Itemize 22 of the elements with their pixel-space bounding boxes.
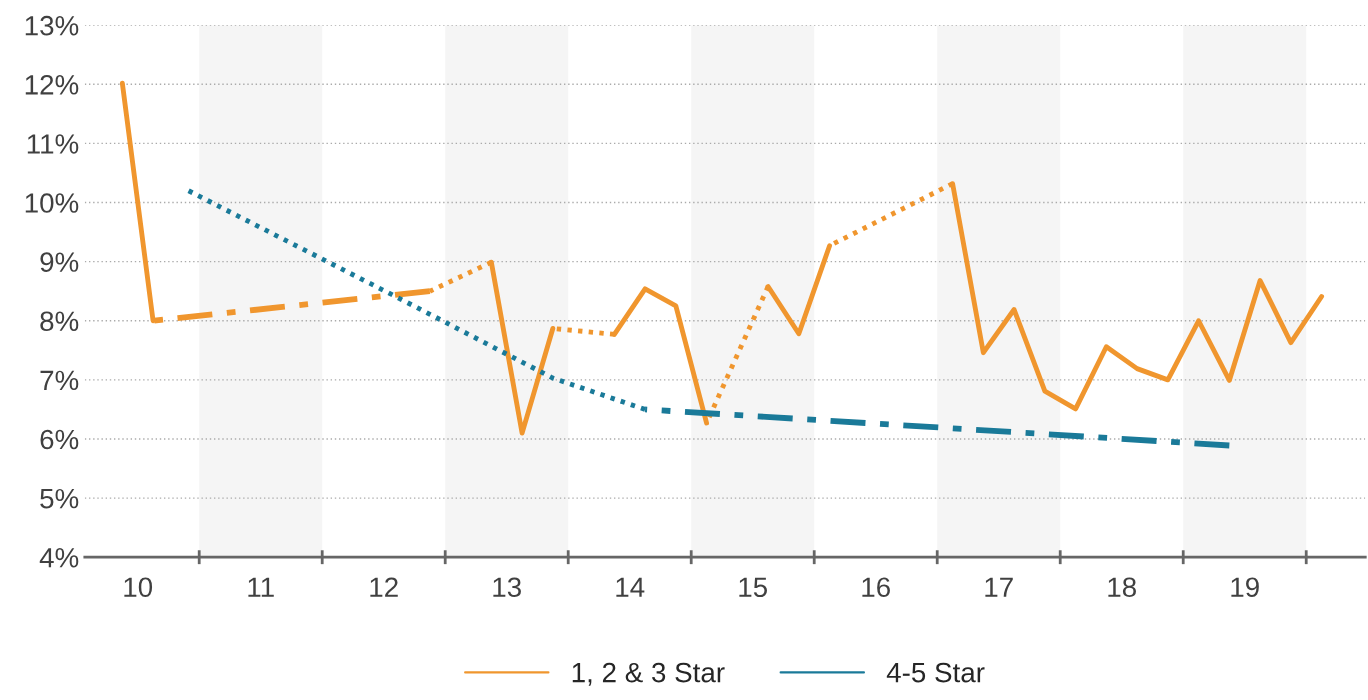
y-tick-label: 13%	[25, 15, 79, 36]
y-tick-label: 5%	[40, 488, 79, 509]
x-tick-label: 19	[1231, 577, 1259, 598]
x-tick-label: 17	[985, 577, 1013, 597]
y-tick-label: 4%	[39, 547, 79, 568]
x-tick-label: 11	[248, 577, 274, 597]
y-tick-label: 11%	[27, 134, 79, 154]
x-tick-label: 14	[616, 577, 645, 597]
y-tick-label: 7%	[40, 370, 79, 391]
x-tick-label: 12	[370, 577, 398, 597]
y-tick-label: 6%	[40, 429, 79, 450]
y-tick-label: 10%	[25, 193, 79, 213]
x-tick-label: 13	[493, 577, 521, 598]
legend-label: 4-5 Star	[886, 662, 985, 683]
x-tick-label: 15	[739, 577, 767, 598]
y-tick-label: 8%	[40, 311, 79, 332]
x-tick-label: 10	[124, 577, 153, 598]
y-tick-label: 12%	[25, 74, 79, 95]
legend-label: 1, 2 & 3 Star	[572, 662, 725, 686]
y-tick-label: 9%	[40, 252, 79, 272]
x-tick-label: 18	[1108, 577, 1136, 598]
x-tick-label: 16	[862, 577, 890, 598]
